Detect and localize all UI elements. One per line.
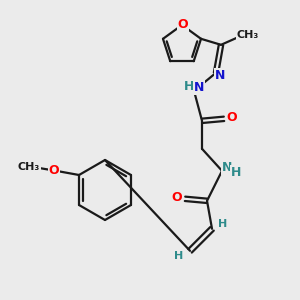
Text: H: H	[231, 166, 241, 179]
Text: N: N	[215, 69, 225, 82]
Text: CH₃: CH₃	[18, 162, 40, 172]
Text: O: O	[172, 191, 182, 204]
Text: O: O	[49, 164, 59, 176]
Text: N: N	[222, 161, 232, 174]
Text: CH₃: CH₃	[237, 30, 259, 40]
Text: H: H	[184, 80, 194, 93]
Text: N: N	[194, 81, 204, 94]
Text: H: H	[218, 219, 228, 229]
Text: O: O	[178, 17, 188, 31]
Text: O: O	[227, 111, 237, 124]
Text: H: H	[174, 251, 184, 261]
